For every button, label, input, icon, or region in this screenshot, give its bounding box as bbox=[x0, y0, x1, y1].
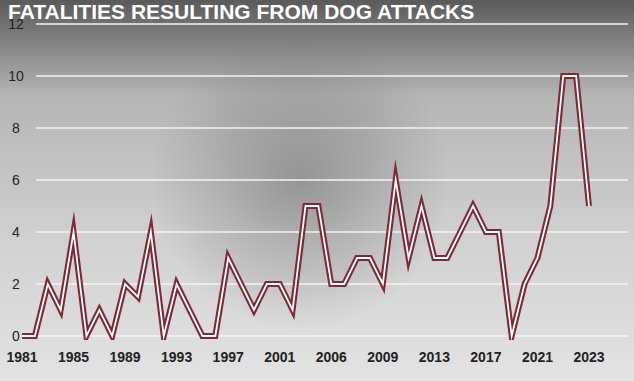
x-tick-label: 1993 bbox=[161, 349, 192, 365]
y-tick-label: 12 bbox=[8, 16, 24, 32]
y-tick-label: 6 bbox=[12, 172, 20, 188]
background bbox=[0, 0, 634, 381]
grid-line bbox=[36, 231, 628, 233]
title: FATALITIES RESULTING FROM DOG ATTACKS bbox=[8, 0, 474, 23]
y-tick-label: 0 bbox=[12, 328, 20, 344]
x-tick-label: 2013 bbox=[419, 349, 450, 365]
y-tick-label: 10 bbox=[8, 68, 24, 84]
x-tick-label: 2021 bbox=[522, 349, 553, 365]
x-tick-label: 2023 bbox=[573, 349, 604, 365]
y-tick-label: 4 bbox=[12, 224, 20, 240]
x-tick-label: 2001 bbox=[264, 349, 295, 365]
x-tick-label: 1997 bbox=[213, 349, 244, 365]
chart-root: FATALITIES RESULTING FROM DOG ATTACKS 0 2 4… bbox=[0, 0, 634, 381]
x-tick-label: 2006 bbox=[316, 349, 347, 365]
data-line bbox=[22, 76, 589, 336]
grid-line bbox=[36, 75, 628, 77]
x-tick-label: 2009 bbox=[367, 349, 398, 365]
x-tick-label: 1981 bbox=[6, 349, 37, 365]
grid-line bbox=[36, 335, 628, 337]
grid-line bbox=[36, 127, 628, 129]
x-tick-label: 1985 bbox=[58, 349, 89, 365]
grid-line bbox=[36, 23, 628, 25]
grid-line bbox=[36, 179, 628, 181]
data-line-highlight bbox=[22, 76, 589, 336]
chart: FATALITIES RESULTING FROM DOG ATTACKS 0 2 4… bbox=[0, 0, 634, 381]
plot-area bbox=[22, 76, 589, 336]
y-tick-label: 2 bbox=[12, 276, 20, 292]
x-tick-label: 1989 bbox=[110, 349, 141, 365]
x-tick-label: 2017 bbox=[470, 349, 501, 365]
y-tick-label: 8 bbox=[12, 120, 20, 136]
